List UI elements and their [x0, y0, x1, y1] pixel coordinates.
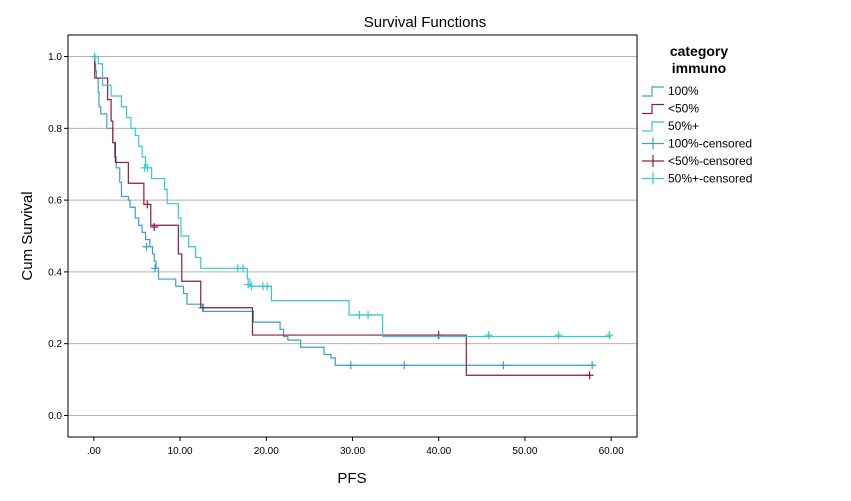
legend-entry: 100%: [642, 84, 699, 98]
legend-title-line-2: immuno: [672, 60, 726, 76]
y-axis-ticks: 0.0 0.2 0.4 0.6 0.8 1.0: [48, 52, 68, 422]
series-line-1: [93, 55, 590, 376]
censor-mark-0: [499, 361, 508, 370]
legend-title-line-1: category: [670, 43, 729, 59]
x-tick-label: 30.00: [340, 446, 365, 457]
censor-mark-2: [247, 282, 256, 291]
censor-mark-1: [143, 200, 152, 209]
censor-mark-1: [150, 223, 159, 232]
censor-mark-2: [90, 52, 99, 61]
x-tick-label: 40.00: [426, 446, 451, 457]
plot-frame: [67, 34, 638, 438]
legend-label: <50%-censored: [668, 154, 752, 168]
x-tick-label: 20.00: [254, 446, 279, 457]
censor-mark-1: [434, 331, 443, 340]
legend-items: 100% <50% 50%+ 100%-censored <50%-censored 50…: [642, 84, 752, 186]
censor-mark-2: [244, 280, 253, 289]
censor-mark-2: [143, 163, 152, 172]
legend: category immuno 100% <50% 50%+ 100%-censore…: [642, 43, 752, 186]
y-tick-label: 0.6: [48, 196, 62, 207]
series-layer: [90, 52, 614, 380]
y-axis-label: Cum Survival: [19, 191, 36, 280]
y-tick-label: 0.8: [48, 124, 62, 135]
censor-mark-2: [355, 310, 364, 319]
legend-label: 100%-censored: [668, 137, 752, 151]
legend-label: 100%: [668, 84, 699, 98]
legend-entry: <50%: [642, 102, 699, 116]
legend-censor-swatch: [642, 155, 664, 167]
x-tick-label: 50.00: [512, 446, 537, 457]
legend-censor-swatch: [642, 172, 664, 185]
legend-step-swatch: [642, 121, 664, 132]
legend-label: <50%: [668, 102, 699, 116]
legend-entry: 100%-censored: [642, 137, 752, 151]
censor-mark-2: [554, 331, 563, 340]
y-tick-label: 1.0: [48, 52, 62, 63]
legend-censor-swatch: [642, 137, 664, 150]
gridlines: [68, 56, 637, 416]
censor-mark-2: [484, 331, 493, 340]
censor-mark-2: [263, 282, 272, 291]
censor-mark-2: [364, 310, 373, 319]
censor-mark-0: [400, 361, 409, 370]
censor-mark-2: [239, 264, 248, 273]
censor-mark-0: [151, 264, 160, 273]
x-tick-label: 10.00: [168, 446, 193, 457]
censor-mark-0: [588, 361, 597, 370]
censor-mark-1: [585, 371, 594, 380]
y-tick-label: 0.0: [48, 411, 62, 422]
legend-entry: <50%-censored: [642, 154, 752, 168]
y-tick-label: 0.2: [48, 339, 62, 350]
censor-mark-0: [142, 242, 151, 251]
series-line-2: [93, 55, 612, 338]
censor-mark-0: [346, 361, 355, 370]
x-tick-label: 60.00: [599, 446, 624, 457]
y-tick-label: 0.4: [48, 267, 62, 278]
x-axis-ticks: .00 10.00 20.00 30.00 40.00 50.00 60.00: [87, 437, 624, 457]
legend-label: 50%+-censored: [668, 172, 752, 186]
legend-entry: 50%+-censored: [642, 172, 752, 186]
legend-step-swatch: [642, 86, 664, 97]
x-tick-label: .00: [87, 446, 101, 457]
legend-label: 50%+: [668, 119, 699, 133]
x-axis-label: PFS: [337, 470, 366, 487]
series-line-0: [93, 55, 594, 366]
legend-step-swatch: [642, 103, 664, 115]
censor-mark-2: [605, 331, 614, 340]
chart-title: Survival Functions: [364, 14, 487, 31]
legend-entry: 50%+: [642, 119, 699, 133]
